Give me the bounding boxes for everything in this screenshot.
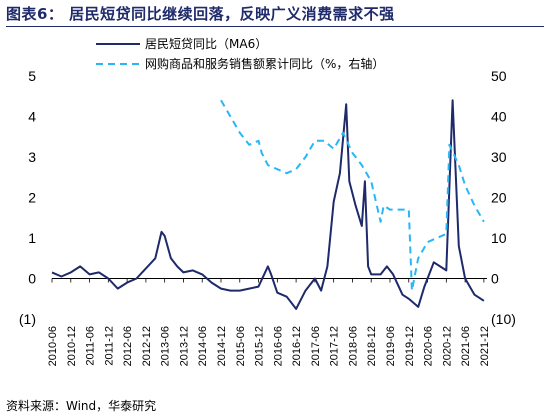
x-tick-label: 2021-12 xyxy=(479,326,491,366)
left-tick-label: 0 xyxy=(28,271,36,287)
x-tick-label: 2017-06 xyxy=(310,326,322,366)
left-tick-label: 1 xyxy=(28,230,36,246)
x-tick-label: 2014-06 xyxy=(197,326,209,366)
x-tick-label: 2019-12 xyxy=(404,326,416,366)
x-tick-label: 2020-06 xyxy=(423,326,435,366)
plot-area xyxy=(51,99,485,310)
legend-label: 网购商品和服务销售额累计同比（%，右轴） xyxy=(145,56,384,71)
x-tick-label: 2018-06 xyxy=(347,326,359,366)
x-tick-label: 2012-12 xyxy=(141,326,153,366)
right-tick-label: (10) xyxy=(491,311,516,327)
x-tick-label: 2013-12 xyxy=(178,326,190,366)
legend: 居民短贷同比（MA6） 网购商品和服务销售额累计同比（%，右轴） xyxy=(96,37,384,71)
right-tick-label: 20 xyxy=(491,190,507,206)
right-tick-label: 10 xyxy=(491,230,507,246)
left-tick-label: 3 xyxy=(28,149,36,165)
chart: 居民短贷同比（MA6） 网购商品和服务销售额累计同比（%，右轴） (1) 0 1 2 3 4… xyxy=(19,37,516,366)
right-tick-label: 50 xyxy=(491,68,507,84)
x-tick-label: 2019-06 xyxy=(385,326,397,366)
x-tick-label: 2011-06 xyxy=(85,326,97,366)
right-tick-label: 0 xyxy=(491,271,499,287)
series-line-online-sales xyxy=(220,99,485,292)
left-tick-label: (1) xyxy=(19,311,36,327)
right-tick-label: 30 xyxy=(491,149,507,165)
x-tick-label: 2015-12 xyxy=(254,326,266,366)
left-tick-label: 2 xyxy=(28,190,36,206)
x-tick-label: 2014-12 xyxy=(216,326,228,366)
source-note: 资料来源：Wind，华泰研究 xyxy=(6,399,157,413)
x-tick-label: 2011-12 xyxy=(103,326,115,366)
x-tick-label: 2015-06 xyxy=(235,326,247,366)
figure-title: 图表6： 居民短贷同比继续回落，反映广义消费需求不强 xyxy=(6,5,395,23)
x-tick-label: 2016-12 xyxy=(291,326,303,366)
x-tick-label: 2012-06 xyxy=(122,326,134,366)
x-tick-label: 2013-06 xyxy=(160,326,172,366)
x-tick-label: 2021-06 xyxy=(460,326,472,366)
x-tick-label: 2010-12 xyxy=(66,326,78,366)
x-tick-label: 2016-06 xyxy=(272,326,284,366)
x-tick-label: 2017-12 xyxy=(329,326,341,366)
legend-label: 居民短贷同比（MA6） xyxy=(145,37,267,51)
right-tick-label: 40 xyxy=(491,109,507,125)
series-line-household-loans xyxy=(51,99,485,310)
x-tick-label: 2020-12 xyxy=(441,326,453,366)
x-tick-label: 2018-12 xyxy=(366,326,378,366)
left-tick-label: 5 xyxy=(28,68,36,84)
left-tick-label: 4 xyxy=(28,109,36,125)
axes: (1) 0 1 2 3 4 5 (10) 0 10 20 30 40 50 2010-06 2010-12 20… xyxy=(19,68,516,366)
title-divider xyxy=(6,26,544,27)
x-tick-label: 2010-06 xyxy=(47,326,59,366)
